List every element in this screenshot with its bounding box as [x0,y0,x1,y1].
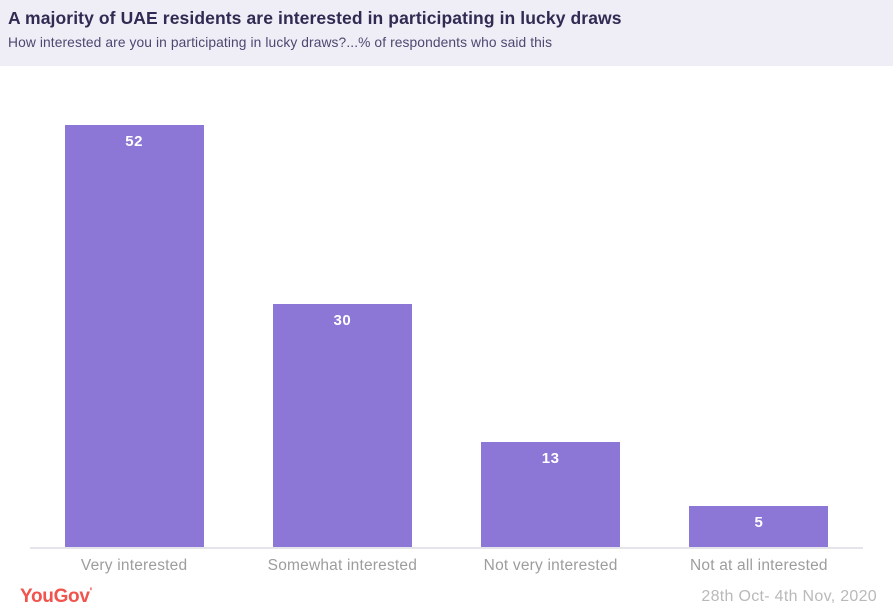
chart-subtitle: How interested are you in participating … [8,34,553,50]
category-label: Somewhat interested [267,557,418,574]
bar-not-very-interested: 13 [481,441,621,547]
bar-not-at-all-interested: 5 [689,506,829,547]
bar-value-label: 30 [333,311,352,329]
footer: YouGov' 28th Oct- 4th Nov, 2020 [0,575,893,611]
category-label: Not at all interested [690,557,828,574]
chart-title: A majority of UAE residents are interest… [8,8,622,28]
yougov-logo-tick: ' [89,586,93,598]
bar-column: 13 [447,125,655,547]
bar-column: 30 [238,125,446,547]
bar-very-interested: 52 [64,125,204,547]
bar-value-label: 13 [541,449,560,467]
yougov-logo-text: YouGov [20,586,90,607]
survey-date-range: 28th Oct- 4th Nov, 2020 [701,588,877,605]
bar-column: 5 [655,125,863,547]
header: A majority of UAE residents are interest… [0,0,893,66]
category-label: Very interested [80,557,188,574]
yougov-logo: YouGov' [20,586,92,608]
bar-value-label: 5 [754,514,764,532]
category-labels: Very interested Somewhat interested Not ve… [30,557,863,575]
bar-somewhat-interested: 30 [272,303,412,547]
bar-column: 52 [30,125,238,547]
bar-value-label: 52 [125,133,143,150]
x-axis-line [30,547,863,549]
plot-area: 52 30 13 5 [30,125,863,547]
category-label: Not very interested [483,557,618,574]
